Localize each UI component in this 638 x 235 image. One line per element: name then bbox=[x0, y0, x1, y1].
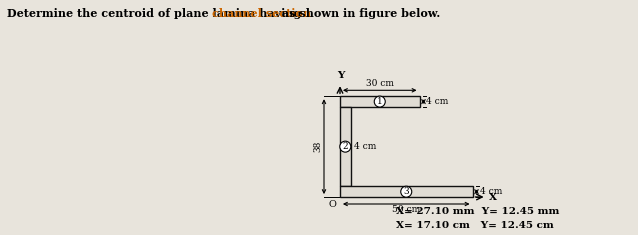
Bar bbox=[340, 186, 473, 197]
Text: channel section: channel section bbox=[212, 8, 311, 19]
Bar bbox=[340, 96, 420, 107]
Text: X= 27.10 mm  Y= 12.45 mm: X= 27.10 mm Y= 12.45 mm bbox=[396, 207, 560, 216]
Circle shape bbox=[340, 141, 351, 152]
Text: as shown in figure below.: as shown in figure below. bbox=[278, 8, 441, 19]
Text: 2: 2 bbox=[343, 142, 348, 151]
Circle shape bbox=[401, 186, 412, 197]
Text: 30 cm: 30 cm bbox=[366, 79, 394, 88]
Text: 4 cm: 4 cm bbox=[353, 142, 376, 151]
Text: 4 cm: 4 cm bbox=[426, 97, 449, 106]
Text: O: O bbox=[328, 200, 336, 209]
Text: Determine the centroid of plane lamina having: Determine the centroid of plane lamina h… bbox=[7, 8, 305, 19]
Text: 38: 38 bbox=[313, 141, 322, 152]
Text: X= 17.10 cm   Y= 12.45 cm: X= 17.10 cm Y= 12.45 cm bbox=[396, 221, 554, 230]
Text: 3: 3 bbox=[403, 187, 409, 196]
Bar bbox=[340, 107, 351, 186]
Text: X: X bbox=[489, 193, 496, 203]
Text: Y: Y bbox=[338, 71, 345, 80]
Text: 1: 1 bbox=[377, 97, 383, 106]
Text: 50 cm: 50 cm bbox=[392, 205, 420, 214]
Circle shape bbox=[375, 96, 385, 107]
Text: 4 cm: 4 cm bbox=[480, 187, 502, 196]
